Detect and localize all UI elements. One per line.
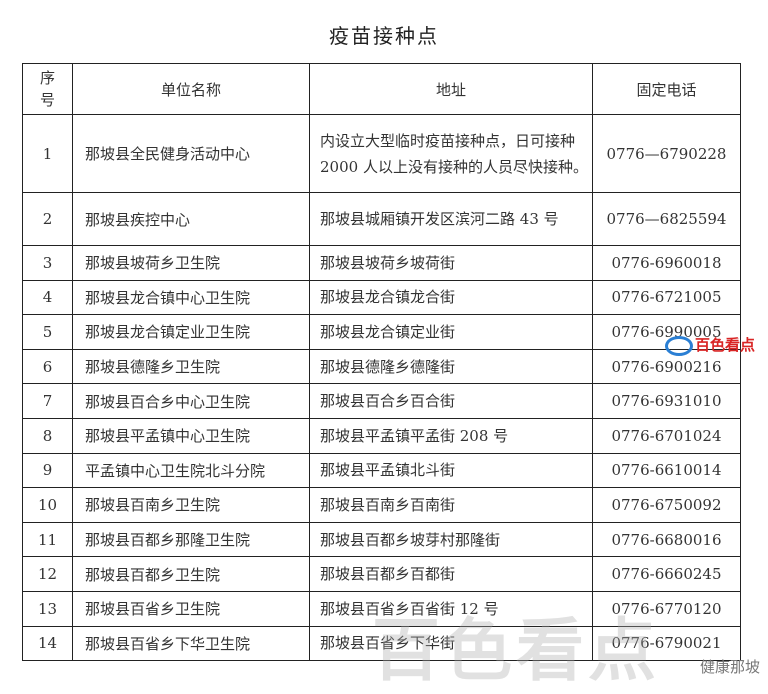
cell-no: 12 <box>22 556 73 592</box>
cell-no: 5 <box>22 314 73 350</box>
cell-address: 那坡县龙合镇定业街 <box>309 314 593 350</box>
cell-name: 那坡县百省乡下华卫生院 <box>72 625 310 662</box>
page-title: 疫苗接种点 <box>329 24 439 48</box>
cell-no: 14 <box>22 625 73 662</box>
cell-phone: 0776-6750092 <box>592 487 741 523</box>
cell-no: 3 <box>22 245 73 281</box>
cell-no: 6 <box>22 348 73 385</box>
cell-no: 2 <box>22 192 73 246</box>
table-row: 5 那坡县龙合镇定业卫生院 那坡县龙合镇定业街 0776-6990005 <box>22 314 741 350</box>
cell-name: 那坡县百都乡那隆卫生院 <box>72 521 310 558</box>
table-header-row: 序号 单位名称 地址 固定电话 <box>22 63 741 115</box>
cell-address: 那坡县百都乡百都街 <box>309 556 593 592</box>
header-seq: 序号 <box>22 63 73 115</box>
cell-no: 7 <box>22 383 73 419</box>
cell-name: 那坡县百都乡卫生院 <box>72 556 310 592</box>
cell-no: 8 <box>22 417 73 454</box>
cell-name: 那坡县龙合镇中心卫生院 <box>72 279 310 316</box>
cell-address: 那坡县平孟镇北斗街 <box>309 452 593 489</box>
table-row: 12 那坡县百都乡卫生院 那坡县百都乡百都街 0776-6660245 <box>22 556 741 592</box>
table-row: 4 那坡县龙合镇中心卫生院 那坡县龙合镇龙合街 0776-6721005 <box>22 279 741 316</box>
table-row: 13 那坡县百省乡卫生院 那坡县百省乡百省街 12 号 0776-6770120 <box>22 590 741 627</box>
table-row: 10 那坡县百南乡卫生院 那坡县百南乡百南街 0776-6750092 <box>22 487 741 523</box>
cell-address: 内设立大型临时疫苗接种点，日可接种 2000 人以上没有接种的人员尽快接种。 <box>309 114 593 193</box>
table-row: 1 那坡县全民健身活动中心 内设立大型临时疫苗接种点，日可接种 2000 人以上没有… <box>22 114 741 193</box>
cell-no: 9 <box>22 452 73 489</box>
cell-phone: 0776-6990005 <box>592 314 741 350</box>
header-address: 地址 <box>309 63 593 115</box>
cell-phone: 0776-6680016 <box>592 521 741 558</box>
cell-phone: 0776-6790021 <box>592 625 741 662</box>
table-row: 3 那坡县坡荷乡卫生院 那坡县坡荷乡坡荷街 0776-6960018 <box>22 245 741 281</box>
cell-name: 那坡县百省乡卫生院 <box>72 590 310 627</box>
table-row: 9 平孟镇中心卫生院北斗分院 那坡县平孟镇北斗街 0776-6610014 <box>22 452 741 489</box>
cell-address: 那坡县龙合镇龙合街 <box>309 279 593 316</box>
cell-address: 那坡县百省乡下华街 <box>309 625 593 662</box>
cell-address: 那坡县百合乡百合街 <box>309 383 593 419</box>
cell-address: 那坡县德隆乡德隆街 <box>309 348 593 385</box>
cell-no: 10 <box>22 487 73 523</box>
table-row: 11 那坡县百都乡那隆卫生院 那坡县百都乡坡芽村那隆街 0776-6680016 <box>22 521 741 558</box>
cell-phone: 0776-6721005 <box>592 279 741 316</box>
cell-phone: 0776-6770120 <box>592 590 741 627</box>
cell-phone: 0776-6931010 <box>592 383 741 419</box>
cell-address: 那坡县平孟镇平孟街 208 号 <box>309 417 593 454</box>
cell-name: 那坡县全民健身活动中心 <box>72 114 310 193</box>
cell-phone: 0776-6900216 <box>592 348 741 385</box>
cell-phone: 0776-6660245 <box>592 556 741 592</box>
cell-name: 那坡县平孟镇中心卫生院 <box>72 417 310 454</box>
cell-address: 那坡县坡荷乡坡荷街 <box>309 245 593 281</box>
table-row: 2 那坡县疾控中心 那坡县城厢镇开发区滨河二路 43 号 0776—6825594 <box>22 192 741 246</box>
vaccination-sites-table: 序号 单位名称 地址 固定电话 1 那坡县全民健身活动中心 内设立大型临时疫苗接种点… <box>22 63 741 662</box>
cell-phone: 0776—6825594 <box>592 192 741 246</box>
table-row: 7 那坡县百合乡中心卫生院 那坡县百合乡百合街 0776-6931010 <box>22 383 741 419</box>
table-row: 8 那坡县平孟镇中心卫生院 那坡县平孟镇平孟街 208 号 0776-6701024 <box>22 417 741 454</box>
cell-name: 那坡县疾控中心 <box>72 192 310 246</box>
cell-name: 那坡县坡荷乡卫生院 <box>72 245 310 281</box>
cell-phone: 0776-6610014 <box>592 452 741 489</box>
cell-address: 那坡县百省乡百省街 12 号 <box>309 590 593 627</box>
header-name: 单位名称 <box>72 63 310 115</box>
cell-phone: 0776—6790228 <box>592 114 741 193</box>
cell-address: 那坡县百南乡百南街 <box>309 487 593 523</box>
cell-name: 那坡县龙合镇定业卫生院 <box>72 314 310 350</box>
header-phone: 固定电话 <box>592 63 741 115</box>
cell-address: 那坡县城厢镇开发区滨河二路 43 号 <box>309 192 593 246</box>
cell-phone: 0776-6701024 <box>592 417 741 454</box>
cell-phone: 0776-6960018 <box>592 245 741 281</box>
table-row: 14 那坡县百省乡下华卫生院 那坡县百省乡下华街 0776-6790021 <box>22 625 741 662</box>
header-seq-line2: 号 <box>39 91 55 109</box>
cell-no: 1 <box>22 114 73 193</box>
cell-name: 平孟镇中心卫生院北斗分院 <box>72 452 310 489</box>
table-row: 6 那坡县德隆乡卫生院 那坡县德隆乡德隆街 0776-6900216 <box>22 348 741 385</box>
cell-name: 那坡县德隆乡卫生院 <box>72 348 310 385</box>
cell-name: 那坡县百合乡中心卫生院 <box>72 383 310 419</box>
header-seq-line1: 序 <box>39 69 55 87</box>
cell-no: 13 <box>22 590 73 627</box>
cell-no: 4 <box>22 279 73 316</box>
cell-no: 11 <box>22 521 73 558</box>
cell-address: 那坡县百都乡坡芽村那隆街 <box>309 521 593 558</box>
cell-name: 那坡县百南乡卫生院 <box>72 487 310 523</box>
